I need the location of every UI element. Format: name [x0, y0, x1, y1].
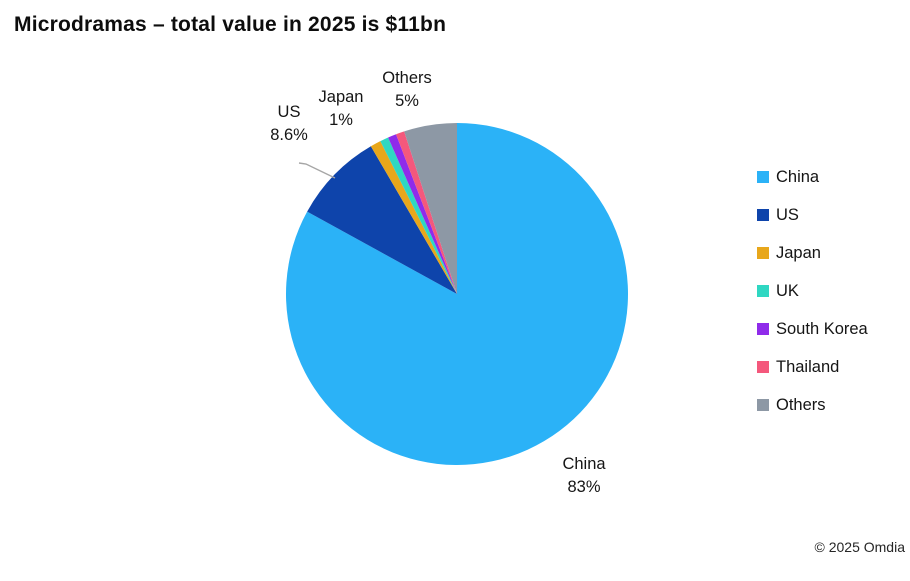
- us-label-leader-line: [298, 162, 336, 179]
- legend-item-china: China: [757, 165, 868, 189]
- data-label-us: US 8.6%: [270, 101, 308, 147]
- legend-label-uk: UK: [776, 281, 799, 300]
- legend-label-south-korea: South Korea: [776, 319, 868, 338]
- data-label-japan-value: 1%: [329, 111, 353, 129]
- copyright: © 2025 Omdia: [814, 539, 905, 555]
- pie-slice-china: [285, 123, 628, 465]
- data-label-others-name: Others: [382, 69, 432, 87]
- legend-swatch-thailand: [757, 361, 769, 373]
- legend-swatch-others: [757, 399, 769, 411]
- legend-item-us: US: [757, 203, 868, 227]
- legend-label-china: China: [776, 167, 820, 186]
- pie-slices: [285, 123, 628, 465]
- data-label-others-value: 5%: [395, 92, 419, 110]
- data-label-us-value: 8.6%: [270, 126, 308, 144]
- data-label-japan-name: Japan: [318, 88, 364, 106]
- data-label-others: Others 5%: [382, 67, 432, 113]
- legend-item-uk: UK: [757, 279, 868, 303]
- pie-slice-south-korea: [388, 134, 457, 294]
- legend-item-south-korea: South Korea: [757, 317, 868, 341]
- legend-swatch-china: [757, 171, 769, 183]
- chart-title: Microdramas – total value in 2025 is $11…: [14, 13, 447, 36]
- legend-label-thailand: Thailand: [776, 357, 840, 376]
- data-label-japan: Japan 1%: [319, 86, 364, 132]
- pie-slice-uk: [380, 137, 457, 294]
- legend: China US Japan UK South Korea Thailand O…: [757, 165, 868, 417]
- pie-slice-thailand: [396, 131, 457, 294]
- pie-slice-others: [404, 123, 457, 294]
- data-label-china: China 83%: [562, 453, 605, 499]
- legend-item-thailand: Thailand: [757, 355, 868, 379]
- legend-swatch-south-korea: [757, 323, 769, 335]
- pie-slice-us: [307, 146, 457, 294]
- legend-item-others: Others: [757, 393, 868, 417]
- legend-label-japan: Japan: [776, 243, 821, 262]
- legend-label-others: Others: [776, 395, 826, 414]
- legend-swatch-uk: [757, 285, 769, 297]
- legend-swatch-japan: [757, 247, 769, 259]
- legend-label-us: US: [776, 205, 799, 224]
- pie-slice-japan: [370, 141, 457, 294]
- data-label-china-value: 83%: [567, 478, 601, 496]
- data-label-us-name: US: [277, 103, 301, 121]
- legend-swatch-us: [757, 209, 769, 221]
- data-label-china-name: China: [562, 455, 606, 473]
- legend-item-japan: Japan: [757, 241, 868, 265]
